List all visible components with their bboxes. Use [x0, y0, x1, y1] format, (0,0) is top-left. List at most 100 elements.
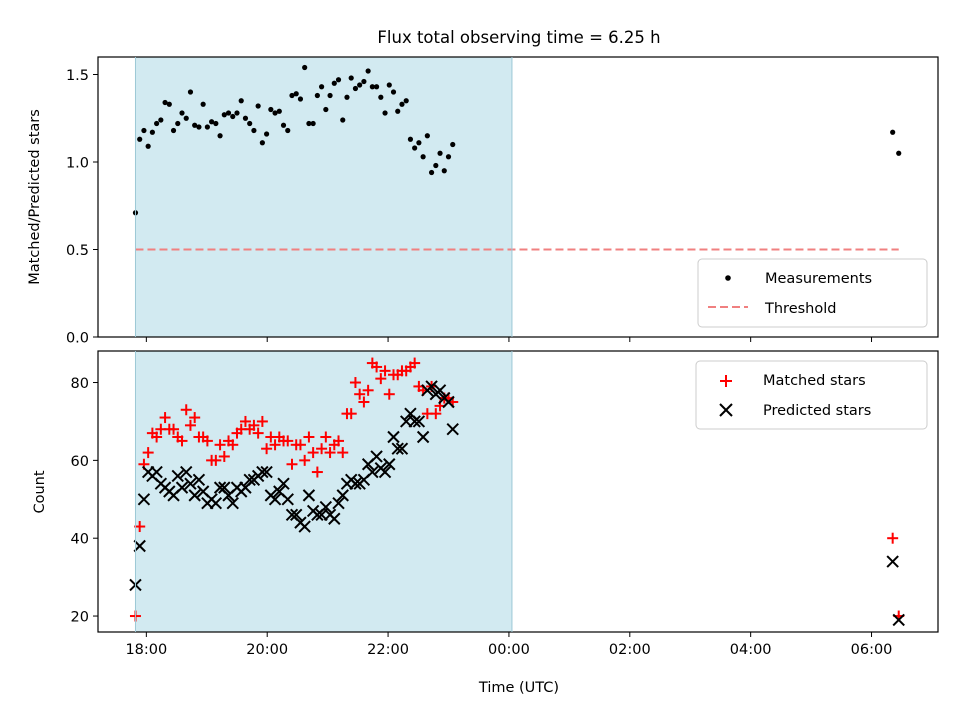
matched-star-point: [294, 439, 306, 451]
top-panel: 0.0 0.5 1.0 1.5 Matched/Predicted stars Mea…: [27, 56, 939, 347]
measurement-point: [204, 124, 210, 130]
measurement-point: [187, 89, 194, 95]
y-tick-label: 20: [71, 610, 89, 626]
matched-star-point: [371, 361, 383, 373]
measurement-point: [420, 154, 426, 160]
matched-star-point: [151, 431, 163, 443]
legend-marker-measurements: [725, 275, 731, 281]
matched-star-point: [307, 447, 319, 459]
measurement-point: [154, 120, 160, 127]
predicted-star-point: [218, 481, 231, 494]
matched-star-point: [218, 450, 230, 462]
predicted-star-point: [180, 465, 193, 479]
legend-label-measurements: Measurements: [765, 271, 872, 287]
matched-star-point: [248, 419, 260, 431]
top-legend-box: [697, 258, 928, 328]
predicted-star-point: [260, 465, 273, 479]
measurement-point: [162, 99, 168, 106]
measurement-point: [450, 141, 456, 148]
measurement-point: [221, 112, 227, 118]
matched-star-point: [282, 435, 294, 447]
measurement-point: [424, 133, 430, 139]
bottom-x-ticks: 18:00 20:00 22:00 00:00 02:00 04:00 06:00: [125, 632, 892, 658]
measurement-point: [247, 120, 253, 127]
matched-star-point: [134, 521, 146, 533]
matched-star-point: [286, 458, 298, 470]
predicted-star-point: [209, 496, 223, 510]
matched-star-point: [189, 412, 201, 424]
predicted-star-point: [412, 415, 426, 428]
measurement-point: [158, 117, 164, 123]
predicted-star-point: [378, 465, 392, 479]
measurement-point: [445, 154, 452, 160]
legend-label-threshold: Threshold: [764, 301, 836, 317]
matched-star-point: [176, 435, 188, 447]
matched-star-point: [362, 384, 374, 396]
bottom-y-ticks: 20 40 60 80: [71, 376, 98, 626]
measurement-point: [196, 124, 202, 130]
matched-star-point: [142, 447, 154, 459]
measurement-point: [306, 120, 312, 127]
predicted-star-point: [366, 465, 379, 479]
predicted-star-point: [268, 493, 282, 506]
legend-label-matched: Matched stars: [763, 373, 866, 389]
bottom-y-axis-label: Count: [32, 470, 48, 513]
measurement-point: [137, 136, 143, 142]
predicted-star-point: [408, 415, 421, 428]
predicted-star-point: [171, 469, 184, 483]
x-axis-label: Time (UTC): [478, 680, 559, 696]
x-tick-label: 00:00: [488, 642, 530, 658]
bottom-legend-box: [695, 360, 928, 430]
predicted-star-point: [137, 493, 151, 506]
x-tick-label: 18:00: [125, 642, 167, 658]
measurement-point: [437, 150, 443, 156]
measurement-point: [896, 150, 902, 156]
measurement-point: [357, 82, 363, 88]
measurement-point: [145, 143, 151, 149]
measurement-point: [433, 162, 439, 169]
legend-label-predicted: Predicted stars: [763, 403, 871, 419]
predicted-star-point: [416, 430, 430, 444]
measurement-point: [149, 129, 155, 135]
measurement-point: [365, 68, 371, 74]
y-tick-label: 80: [71, 376, 89, 392]
predicted-star-point: [302, 489, 316, 502]
legend-marker-predicted: [719, 403, 733, 417]
bottom-axes-frame: [97, 350, 939, 633]
matched-star-point: [358, 396, 370, 408]
measurement-point: [302, 64, 308, 71]
x-tick-label: 20:00: [246, 642, 288, 658]
measurement-point: [209, 119, 215, 125]
measurement-point: [276, 108, 282, 114]
measurement-point: [382, 110, 388, 116]
measurement-point: [395, 108, 401, 114]
predicted-star-point: [319, 500, 333, 514]
measurement-point: [255, 103, 261, 109]
predicted-star-point: [298, 520, 311, 533]
matched-star-point: [201, 435, 213, 447]
measurement-point: [225, 110, 232, 116]
measurement-point: [213, 120, 219, 127]
predicted-star-point: [425, 380, 438, 393]
predicted-star-point: [395, 442, 409, 455]
measurement-point: [407, 136, 414, 142]
measurement-point: [280, 122, 287, 128]
measurement-point: [293, 91, 299, 97]
top-x-ticks: [145, 337, 873, 342]
predicted-star-point: [442, 395, 455, 409]
measurement-point: [297, 96, 304, 102]
predicted-star-point: [188, 489, 201, 502]
measurement-point: [234, 110, 240, 116]
matched-star-point: [345, 408, 357, 420]
measurement-point: [361, 78, 367, 85]
measurement-point: [390, 89, 397, 95]
measurement-point: [238, 98, 244, 104]
measurement-point: [175, 120, 181, 127]
predicted-star-point: [290, 508, 303, 522]
matched-star-point: [409, 357, 421, 369]
measurement-point: [386, 82, 392, 88]
matched-star-point: [430, 408, 442, 420]
matched-star-point: [269, 439, 281, 451]
x-tick-label: 22:00: [367, 642, 409, 658]
measurement-point: [192, 122, 198, 128]
